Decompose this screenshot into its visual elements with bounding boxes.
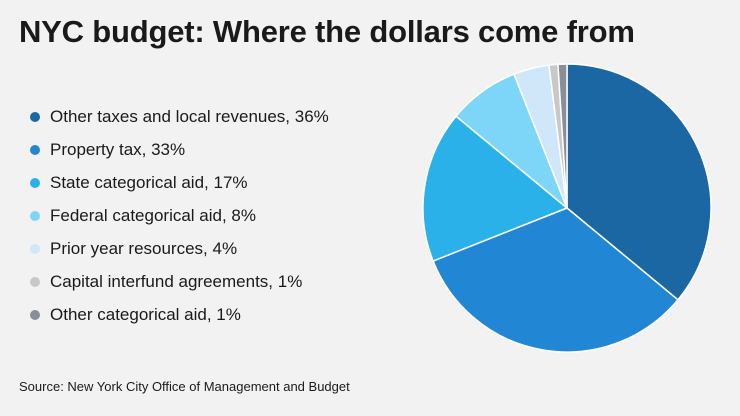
pie-slice <box>422 115 568 262</box>
source-note: Source: New York City Office of Manageme… <box>19 379 350 394</box>
legend: Other taxes and local revenues, 36% Prope… <box>30 100 329 331</box>
legend-label: Property tax, 33% <box>50 139 186 159</box>
legend-item: Federal categorical aid, 8% <box>30 199 329 232</box>
legend-swatch <box>30 210 40 221</box>
legend-swatch <box>30 309 40 320</box>
legend-swatch <box>30 144 40 155</box>
legend-item: Capital interfund agreements, 1% <box>30 265 329 298</box>
legend-label: Other taxes and local revenues, 36% <box>50 106 329 126</box>
legend-swatch <box>30 243 40 254</box>
legend-item: Other categorical aid, 1% <box>30 298 329 331</box>
legend-label: State categorical aid, 17% <box>50 172 248 192</box>
chart-title: NYC budget: Where the dollars come from <box>19 14 635 49</box>
pie-slice <box>566 63 712 301</box>
legend-label: Capital interfund agreements, 1% <box>50 271 303 291</box>
legend-label: Prior year resources, 4% <box>50 238 238 258</box>
legend-item: Prior year resources, 4% <box>30 232 329 265</box>
legend-swatch <box>30 177 40 188</box>
legend-label: Other categorical aid, 1% <box>50 304 241 324</box>
legend-swatch <box>30 111 40 122</box>
pie-chart <box>422 63 712 353</box>
pie-slice <box>432 207 679 353</box>
legend-swatch <box>30 276 40 287</box>
legend-item: Property tax, 33% <box>30 133 329 166</box>
legend-item: State categorical aid, 17% <box>30 166 329 199</box>
legend-label: Federal categorical aid, 8% <box>50 205 257 225</box>
pie-slice <box>557 63 568 209</box>
legend-item: Other taxes and local revenues, 36% <box>30 100 329 133</box>
